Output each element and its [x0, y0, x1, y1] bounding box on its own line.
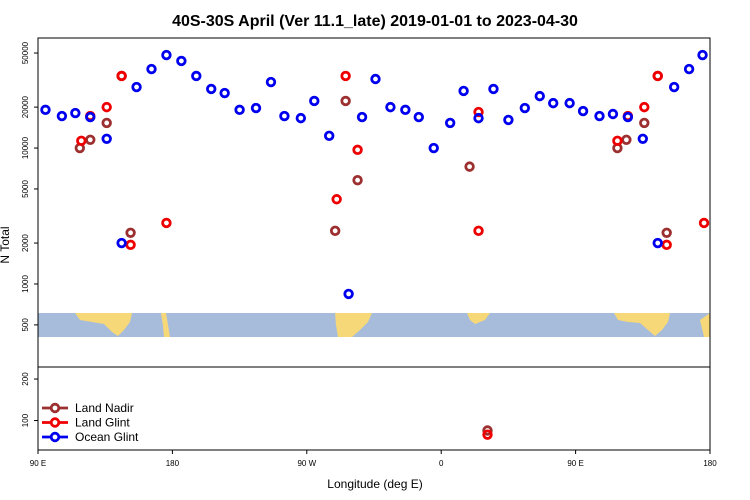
- point: [101, 117, 112, 129]
- point: [250, 102, 262, 114]
- bottom-panel-frame: [37, 366, 711, 451]
- point: [577, 105, 589, 117]
- point: [76, 135, 87, 147]
- y-tick-label: 200: [21, 372, 30, 386]
- y-tick-label: 1000: [21, 275, 30, 293]
- point: [661, 239, 672, 251]
- x-tick-label: 180: [703, 459, 717, 468]
- point: [85, 134, 96, 145]
- point: [370, 73, 381, 85]
- point: [698, 217, 710, 229]
- point: [279, 110, 290, 122]
- point: [473, 112, 484, 124]
- point: [101, 133, 112, 144]
- point: [458, 85, 469, 97]
- point: [661, 227, 672, 238]
- x-tick-label: 90 W: [297, 459, 316, 468]
- point: [309, 95, 320, 107]
- y-tick-label: 5000: [21, 180, 30, 198]
- y-tick-label: 10000: [21, 136, 30, 159]
- point: [482, 429, 493, 440]
- point: [352, 144, 363, 156]
- y-axis-label: N Total: [0, 226, 12, 263]
- point: [464, 161, 475, 172]
- point: [146, 63, 157, 75]
- point: [125, 239, 136, 251]
- point: [329, 225, 341, 237]
- point: [131, 81, 142, 93]
- point: [101, 101, 112, 113]
- point: [356, 111, 368, 123]
- point: [161, 217, 172, 229]
- point: [612, 135, 623, 147]
- y-tick-label: 500: [21, 318, 30, 332]
- point: [473, 106, 484, 118]
- x-tick-label: 90 E: [30, 459, 46, 468]
- point: [697, 49, 708, 61]
- legend-label: Land Nadir: [75, 401, 134, 415]
- x-tick-label: 180: [166, 459, 180, 468]
- y-tick-label: 2000: [21, 234, 30, 252]
- point: [116, 237, 127, 249]
- legend-marker: [49, 417, 61, 428]
- legend-label: Ocean Glint: [75, 430, 139, 444]
- point: [548, 97, 559, 109]
- legend-label: Land Glint: [75, 416, 130, 430]
- chart-title: 40S-30S April (Ver 11.1_late) 2019-01-01…: [172, 13, 578, 30]
- x-axis-label: Longitude (deg E): [327, 477, 422, 491]
- point: [473, 225, 484, 237]
- point: [176, 55, 187, 67]
- point: [340, 70, 351, 82]
- point: [639, 101, 650, 113]
- point: [340, 95, 351, 107]
- point: [385, 101, 396, 113]
- point: [637, 133, 648, 144]
- point: [621, 134, 632, 145]
- point: [56, 110, 68, 122]
- point: [40, 104, 51, 116]
- point: [639, 117, 650, 129]
- point: [219, 87, 230, 99]
- point: [683, 63, 695, 75]
- point: [352, 174, 363, 186]
- point: [206, 83, 217, 95]
- point: [444, 117, 456, 129]
- map-strip: [38, 313, 710, 337]
- point: [428, 142, 439, 154]
- point: [85, 111, 96, 123]
- point: [191, 70, 202, 82]
- legend-marker: [49, 431, 61, 443]
- x-tick-label: 0: [439, 459, 444, 468]
- point: [594, 110, 605, 122]
- point: [400, 104, 411, 116]
- point: [564, 97, 575, 109]
- point: [413, 111, 424, 123]
- x-tick-label: 90 E: [567, 459, 583, 468]
- y-tick-label: 50000: [21, 41, 30, 64]
- point: [116, 70, 127, 82]
- point: [668, 81, 680, 93]
- point: [70, 107, 81, 119]
- point: [607, 108, 619, 120]
- point: [331, 194, 342, 205]
- point: [488, 83, 499, 95]
- point: [295, 112, 307, 124]
- point: [503, 114, 514, 126]
- legend-marker: [49, 402, 61, 414]
- point: [652, 237, 663, 249]
- point: [652, 70, 663, 82]
- y-tick-label: 100: [21, 413, 30, 427]
- point: [161, 49, 172, 61]
- point: [519, 102, 531, 114]
- point: [622, 111, 634, 123]
- y-tick-label: 20000: [21, 95, 30, 118]
- point: [343, 288, 354, 300]
- point: [234, 104, 245, 116]
- point: [265, 76, 277, 88]
- point: [324, 130, 335, 142]
- point: [482, 425, 493, 436]
- point: [534, 90, 545, 102]
- point: [125, 227, 136, 238]
